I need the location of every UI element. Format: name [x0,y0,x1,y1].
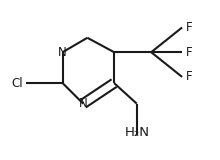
Text: F: F [186,21,193,34]
Text: F: F [186,70,193,83]
Text: N: N [79,97,88,110]
Text: F: F [186,46,193,59]
Text: Cl: Cl [12,77,24,90]
Text: H₂N: H₂N [124,126,149,139]
Text: N: N [58,46,67,59]
